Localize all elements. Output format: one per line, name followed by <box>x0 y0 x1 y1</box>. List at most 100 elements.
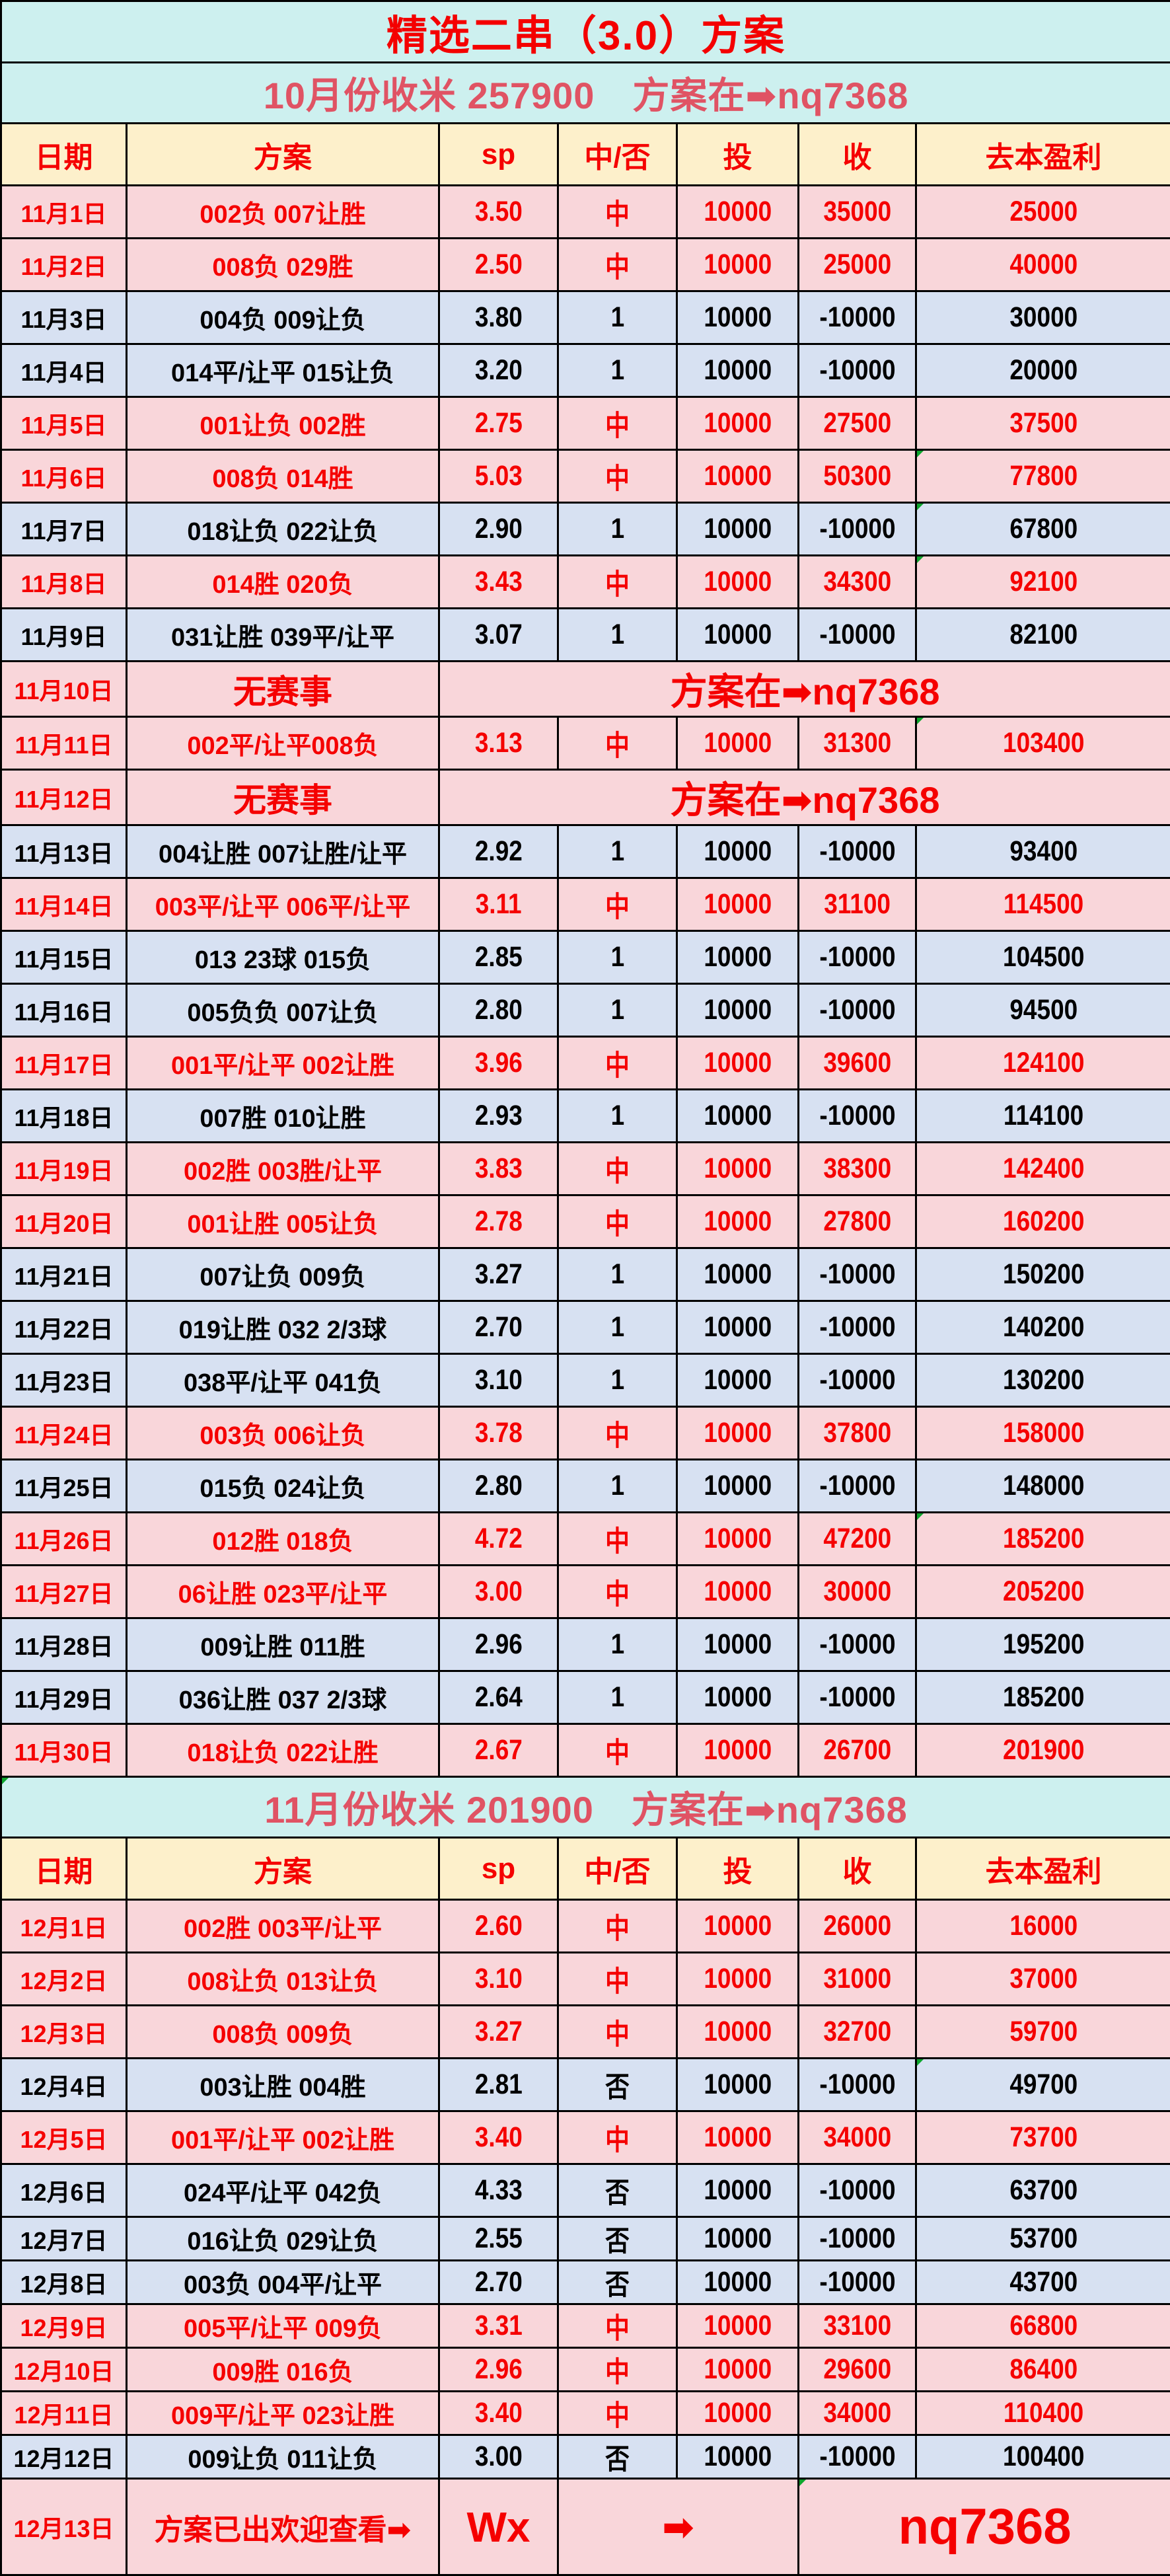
cell-profit: 77800 <box>916 450 1170 503</box>
cell-result-value: 中 <box>605 723 630 764</box>
cell-return-value: 31000 <box>823 1963 891 1995</box>
cell-result: 1 <box>558 1354 677 1407</box>
cell-profit: 185200 <box>916 1671 1170 1724</box>
cell-date: 12月10日 <box>1 2348 127 2392</box>
cell-sp-value: 3.27 <box>474 1258 522 1291</box>
cell-sp-value: 3.27 <box>474 2016 522 2048</box>
cell-profit: 25000 <box>916 186 1170 239</box>
cell-sp-value: 3.40 <box>474 2397 522 2429</box>
cell-profit-value: 66800 <box>1009 2310 1078 2342</box>
cell-sp-value: 3.43 <box>474 566 522 598</box>
cell-profit-value: 86400 <box>1009 2353 1078 2386</box>
cell-plan: 008负 029胜 <box>127 239 439 291</box>
cell-stake-value: 10000 <box>704 1364 772 1396</box>
cell-date: 11月21日 <box>1 1248 127 1301</box>
cell-plan: 002胜 003胜/让平 <box>127 1143 439 1195</box>
cell-return-value: 37800 <box>823 1417 891 1449</box>
cell-date: 11月26日 <box>1 1513 127 1566</box>
cell-result-value: 中 <box>605 1519 630 1560</box>
cell-stake: 10000 <box>677 2164 799 2217</box>
cell-result: 中 <box>558 2392 677 2435</box>
col-header-stake: 投 <box>677 124 799 186</box>
cell-stake: 10000 <box>677 2217 799 2261</box>
cell-profit: 16000 <box>916 1900 1170 1953</box>
cell-profit: 148000 <box>916 1460 1170 1513</box>
cell-sp-value: 2.92 <box>474 835 522 868</box>
cell-result: 中 <box>558 556 677 609</box>
cell-date: 11月1日 <box>1 186 127 239</box>
cell-stake-value: 10000 <box>704 2441 772 2473</box>
cell-return-value: 50300 <box>823 460 891 492</box>
cell-plan: 014胜 020负 <box>127 556 439 609</box>
cell-result-value: 否 <box>605 2262 630 2303</box>
cell-result-value: 中 <box>605 403 630 444</box>
summary-row-october: 10月份收米 257900 方案在➡nq7368 <box>1 63 1170 124</box>
cell-profit-value: 140200 <box>1003 1311 1084 1344</box>
cell-profit: 110400 <box>916 2392 1170 2435</box>
cell-return: -10000 <box>799 1671 916 1724</box>
cell-stake: 10000 <box>677 1407 799 1460</box>
cell-date: 12月8日 <box>1 2261 127 2304</box>
cell-result: 1 <box>558 984 677 1037</box>
cell-result: 1 <box>558 931 677 984</box>
cell-plan: 024平/让平 042负 <box>127 2164 439 2217</box>
cell-profit: 53700 <box>916 2217 1170 2261</box>
cell-date: 11月24日 <box>1 1407 127 1460</box>
cell-return-value: 31100 <box>824 888 891 921</box>
cell-return: -10000 <box>799 1354 916 1407</box>
cell-stake: 10000 <box>677 717 799 770</box>
cell-stake-value: 10000 <box>704 2068 772 2101</box>
cell-profit: 37000 <box>916 1953 1170 2006</box>
cell-sp-value: 2.90 <box>474 513 522 545</box>
cell-result-value: 1 <box>610 513 624 545</box>
cell-stake-value: 10000 <box>704 566 772 598</box>
cell-plan: 031让胜 039平/让平 <box>127 609 439 662</box>
cell-stake-value: 10000 <box>704 1047 772 1079</box>
cell-profit-value: 92100 <box>1009 566 1078 598</box>
cell-return-value: 38300 <box>823 1153 891 1185</box>
cell-date: 11月14日 <box>1 878 127 931</box>
cell-plan: 002负 007让胜 <box>127 186 439 239</box>
col-header-plan: 方案 <box>127 124 439 186</box>
cell-plan: 009胜 016负 <box>127 2348 439 2392</box>
cell-return: -10000 <box>799 825 916 878</box>
cell-arrow: ➡ <box>558 2479 799 2575</box>
cell-return: 25000 <box>799 239 916 291</box>
cell-sp-value: 3.00 <box>474 1575 522 1608</box>
cell-plan: 无赛事 <box>127 662 439 717</box>
cell-result: 中 <box>558 397 677 450</box>
cell-plan: 009让胜 011胜 <box>127 1618 439 1671</box>
cell-result-value: 中 <box>605 884 630 925</box>
cell-stake-value: 10000 <box>704 1628 772 1661</box>
cell-profit: 92100 <box>916 556 1170 609</box>
cell-plan: 06让胜 023平/让平 <box>127 1566 439 1618</box>
cell-result-value: 中 <box>605 192 630 233</box>
cell-return-value: -10000 <box>819 2266 895 2298</box>
cell-date: 12月12日 <box>1 2435 127 2479</box>
cell-profit-value: 103400 <box>1003 727 1084 759</box>
cell-profit: 94500 <box>916 984 1170 1037</box>
cell-return: -10000 <box>799 2435 916 2479</box>
cell-note: 方案在➡nq7368 <box>439 770 1170 825</box>
cell-date: 11月7日 <box>1 503 127 556</box>
cell-stake: 10000 <box>677 2111 799 2164</box>
cell-result: 中 <box>558 1724 677 1777</box>
cell-stake-value: 10000 <box>704 2397 772 2429</box>
cell-result: 1 <box>558 609 677 662</box>
cell-sp-value: 2.85 <box>474 941 522 973</box>
summary-row-november: 11月份收米 201900 方案在➡nq7368 <box>1 1777 1170 1838</box>
cell-date: 11月29日 <box>1 1671 127 1724</box>
cell-return-value: 47200 <box>823 1523 891 1555</box>
cell-result-value: 中 <box>605 1201 630 1242</box>
